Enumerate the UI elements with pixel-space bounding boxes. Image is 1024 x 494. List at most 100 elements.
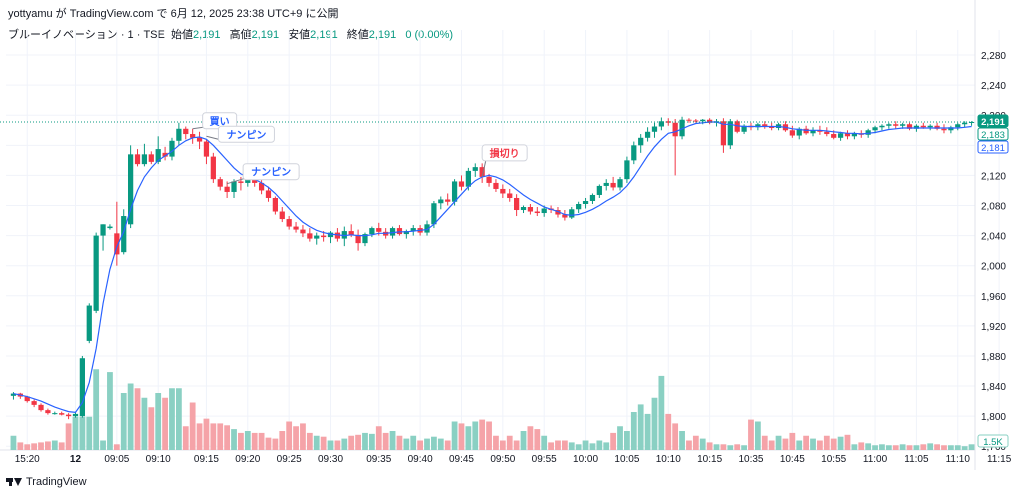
volume-bar — [251, 432, 258, 450]
volume-bar — [720, 444, 727, 450]
close-value: 2,191 — [368, 29, 397, 41]
grid-lines — [0, 0, 1000, 470]
volume-bar — [651, 397, 658, 450]
candle-body — [300, 229, 306, 234]
volume-bar — [499, 440, 506, 450]
candle-body — [155, 149, 161, 162]
candle-body — [900, 124, 906, 126]
volume-bar — [362, 432, 368, 450]
symbol-name[interactable]: ブルーイノベーション · 1 · TSE — [8, 29, 165, 41]
volume-bar — [644, 413, 651, 450]
volume-bar — [617, 426, 623, 450]
volume-bar — [451, 421, 458, 450]
volume-bar — [182, 426, 189, 450]
candle-body — [369, 228, 375, 235]
candle-body — [769, 126, 775, 129]
candle-body — [727, 121, 733, 146]
candle-body — [527, 207, 534, 212]
time-axis[interactable]: 15:20 12 09:05 09:10 09:15 09:20 09:25 09:30 09:… — [15, 454, 1024, 465]
candle-body — [941, 128, 947, 131]
candle-body — [348, 231, 354, 235]
volume-bar — [286, 421, 293, 450]
volume-bar — [196, 423, 203, 450]
x-tick-label: 09:15 — [194, 454, 219, 465]
volume-bar — [865, 443, 872, 450]
volume-bar — [334, 440, 341, 450]
volume-bar — [327, 440, 334, 450]
y-tick-label: 1,800 — [981, 412, 1006, 423]
candle-body — [741, 125, 747, 132]
volume-bar — [17, 442, 24, 450]
candle-body — [314, 235, 320, 239]
volume-bar — [920, 444, 927, 450]
price-axis[interactable]: 2,2802,2402,2002,1602,1202,0802,0402,000… — [981, 51, 1006, 453]
x-tick-label: 10:05 — [614, 454, 639, 465]
volume-bar — [947, 445, 954, 450]
candle-body — [576, 204, 582, 210]
candle-body — [906, 124, 913, 129]
annotation-text: 損切り — [490, 147, 520, 160]
volume-bar — [803, 435, 810, 450]
volume-bar — [555, 440, 561, 450]
candle-body — [693, 120, 699, 122]
x-tick-label: 12 — [70, 454, 82, 465]
volume-bar — [368, 433, 375, 450]
candle-body — [286, 219, 292, 227]
candle-body — [431, 203, 437, 225]
volume-bar — [913, 445, 920, 450]
volume-bar — [45, 441, 51, 450]
candle-body — [38, 404, 44, 411]
y-tick-label: 2,280 — [981, 51, 1006, 62]
y-tick-label: 2,240 — [981, 81, 1006, 92]
volume-bar — [775, 435, 782, 450]
high-value: 2,191 — [251, 29, 280, 41]
candle-body — [121, 216, 127, 253]
candle-body — [837, 133, 844, 138]
candle-body — [968, 122, 975, 123]
candle-body — [224, 186, 230, 192]
volume-bar — [748, 419, 754, 450]
volume-bar — [968, 444, 975, 450]
volume-bar — [527, 426, 534, 450]
footer-brand: TradingView — [6, 476, 87, 488]
volume-bar — [692, 435, 699, 450]
candle-body — [755, 124, 761, 128]
candle-body — [196, 137, 203, 142]
high-label: 高値 — [229, 29, 252, 41]
annotation-box — [242, 163, 300, 181]
volume-bar — [107, 372, 113, 450]
candle-body — [686, 119, 692, 121]
candle-body — [555, 210, 561, 215]
volume-bar — [444, 440, 451, 450]
volume-bar — [596, 440, 603, 450]
volume-bar — [561, 440, 568, 450]
volume-bar — [279, 431, 286, 450]
volume-bar — [637, 404, 644, 450]
volume-bar — [465, 426, 472, 450]
x-tick-label: 09:30 — [318, 454, 343, 465]
candle-body — [458, 181, 465, 187]
candle-body — [658, 121, 664, 127]
candle-body — [65, 414, 72, 417]
candle-body — [955, 124, 961, 128]
brand-name: TradingView — [26, 476, 87, 488]
x-tick-label: 10:10 — [656, 454, 681, 465]
candle-body — [810, 130, 816, 134]
candle-body — [872, 127, 878, 131]
candle-body — [851, 133, 857, 137]
volume-bar — [141, 397, 148, 450]
candle-body — [720, 121, 727, 146]
y-tick-label: 1,840 — [981, 382, 1006, 393]
candle-body — [327, 232, 334, 238]
volume-bar — [837, 436, 844, 450]
y-tick-label: 1,920 — [981, 322, 1006, 333]
candle-body — [79, 358, 85, 417]
volume-bar — [86, 416, 93, 450]
volume-bar — [203, 418, 210, 450]
y-tick-label: 2,000 — [981, 262, 1006, 273]
x-tick-label: 09:35 — [366, 454, 391, 465]
x-tick-label: 11:00 — [863, 454, 888, 465]
volume-bar — [493, 435, 499, 450]
volume-bar — [506, 435, 513, 450]
